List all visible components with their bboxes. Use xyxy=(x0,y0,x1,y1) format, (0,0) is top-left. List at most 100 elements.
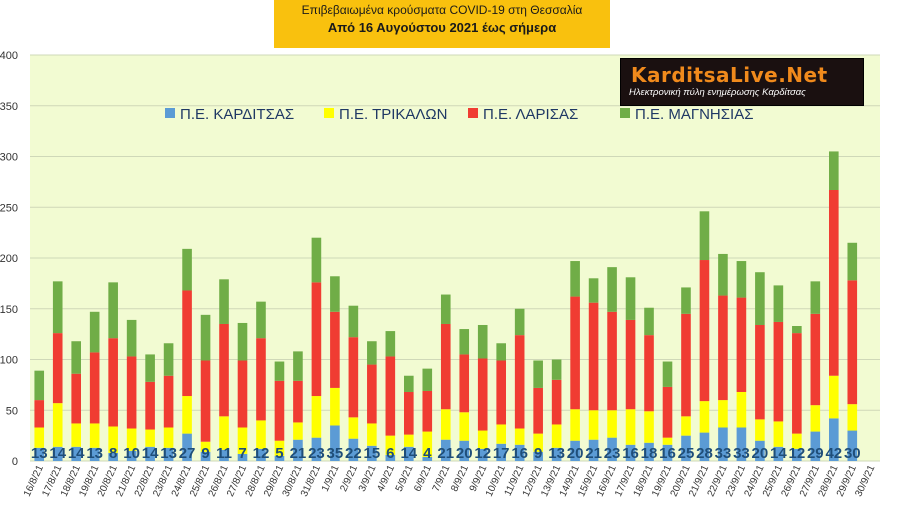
y-axis: 0 50 100 150 200 250 300 350 400 xyxy=(0,50,18,468)
bar-segment xyxy=(330,425,340,461)
bar-segment xyxy=(810,431,821,461)
bar-segment xyxy=(496,343,506,361)
bar-segment xyxy=(681,416,691,436)
legend: Π.Ε. ΚΑΡΔΙΤΣΑΣ Π.Ε. ΤΡΙΚΑΛΩΝ Π.Ε. ΛΑΡΙΣΑΣ Π… xyxy=(165,106,753,123)
bar-segment xyxy=(274,440,285,456)
bar-segment xyxy=(404,434,414,447)
bar-segment xyxy=(71,373,81,424)
bar-value-label: 6 xyxy=(386,445,394,462)
bar-value-label: 21 xyxy=(585,445,602,462)
bar-segment xyxy=(274,380,285,441)
bar-segment xyxy=(773,321,784,422)
bar-segment xyxy=(34,400,45,428)
bar-segment xyxy=(126,319,137,357)
bar-value-labels: 13 14 14 13 8 10 14 13 27 9 11 7 12 5 21 23 35 22 15 6 14 4 21… xyxy=(31,445,861,462)
bar-segment xyxy=(108,282,118,339)
bar-segment xyxy=(514,444,525,461)
bar-segment xyxy=(588,410,599,440)
bar-value-label: 14 xyxy=(68,445,85,462)
bar-segment xyxy=(551,424,562,448)
bar-segment xyxy=(256,448,266,461)
bar-segment xyxy=(533,387,543,434)
bar-segment xyxy=(810,405,821,432)
bar-segment xyxy=(385,331,396,357)
y-tick-label: 250 xyxy=(0,202,18,214)
bar-value-label: 13 xyxy=(31,445,48,462)
bar-segment xyxy=(34,427,45,448)
bar-value-label: 10 xyxy=(123,445,140,462)
bar-segment xyxy=(422,431,433,457)
bar-segment xyxy=(52,281,63,334)
bar-segment xyxy=(625,409,636,445)
bar-value-label: 13 xyxy=(548,445,565,462)
bar-segment xyxy=(367,423,377,446)
bar-segment xyxy=(496,443,506,461)
bar-segment xyxy=(477,430,488,449)
legend-swatch xyxy=(324,108,334,118)
y-tick-label: 200 xyxy=(0,253,18,265)
bar-segment xyxy=(736,391,747,428)
bar-segment xyxy=(145,429,155,447)
bar-segment xyxy=(588,302,599,411)
bar-segment xyxy=(182,248,192,291)
bar-value-label: 16 xyxy=(511,445,528,462)
bar-segment xyxy=(570,440,580,461)
bar-value-label: 23 xyxy=(604,445,621,462)
y-tick-label: 400 xyxy=(0,50,18,62)
bar-segment xyxy=(477,324,488,359)
bar-value-label: 20 xyxy=(752,445,769,462)
bar-segment xyxy=(126,356,137,429)
bar-value-label: 4 xyxy=(423,445,432,462)
bar-segment xyxy=(385,356,396,436)
bar-segment xyxy=(219,323,229,417)
site-logo: KarditsaLive.Net Ηλεκτρονική πύλη ενημέρ… xyxy=(620,58,864,106)
bar-segment xyxy=(699,260,710,402)
bar-segment xyxy=(385,454,396,461)
bar-segment xyxy=(459,412,470,441)
bar-segment xyxy=(89,423,100,448)
bar-value-label: 42 xyxy=(825,445,842,462)
bar-value-label: 27 xyxy=(179,445,196,462)
bar-segment xyxy=(108,338,118,427)
bar-segment xyxy=(71,341,81,374)
legend-label: Π.Ε. ΤΡΙΚΑΛΩΝ xyxy=(339,106,447,123)
bar-value-label: 16 xyxy=(622,445,639,462)
bar-segment xyxy=(459,329,470,355)
bar-segment xyxy=(367,445,377,461)
bar-segment xyxy=(34,447,45,461)
bar-segment xyxy=(644,307,654,336)
bar-segment xyxy=(514,335,525,429)
bar-segment xyxy=(718,400,728,428)
bar-segment xyxy=(404,446,414,461)
bar-value-label: 14 xyxy=(142,445,159,462)
bar-segment xyxy=(219,449,229,461)
logo-subtitle: Ηλεκτρονική πύλη ενημέρωσης Καρδίτσας xyxy=(629,87,806,98)
bar-segment xyxy=(256,301,266,339)
bar-segment xyxy=(293,351,303,381)
bar-segment xyxy=(699,211,710,261)
bar-value-label: 20 xyxy=(456,445,473,462)
bar-segment xyxy=(847,404,858,431)
bar-segment xyxy=(607,267,617,312)
bar-value-label: 21 xyxy=(437,445,454,462)
bar-segment xyxy=(52,403,63,447)
bar-segment xyxy=(163,343,174,376)
bar-value-label: 18 xyxy=(641,445,658,462)
bar-segment xyxy=(404,375,414,392)
bar-value-label: 23 xyxy=(308,445,325,462)
bar-segment xyxy=(644,411,654,443)
bar-value-label: 35 xyxy=(327,445,344,462)
bar-segment xyxy=(477,358,488,431)
bar-value-label: 12 xyxy=(474,445,491,462)
bar-segment xyxy=(182,433,192,461)
bar-segment xyxy=(755,419,765,441)
y-tick-label: 100 xyxy=(0,355,18,367)
bar-value-label: 21 xyxy=(290,445,307,462)
chart-title-box: Επιβεβαιωμένα κρούσματα COVID-19 στη Θεσ… xyxy=(274,0,610,48)
bar-segment xyxy=(570,261,580,297)
bar-segment xyxy=(367,341,377,365)
bar-segment xyxy=(607,410,617,438)
bar-value-label: 14 xyxy=(49,445,66,462)
y-tick-label: 50 xyxy=(6,405,18,417)
bar-segment xyxy=(662,437,673,445)
